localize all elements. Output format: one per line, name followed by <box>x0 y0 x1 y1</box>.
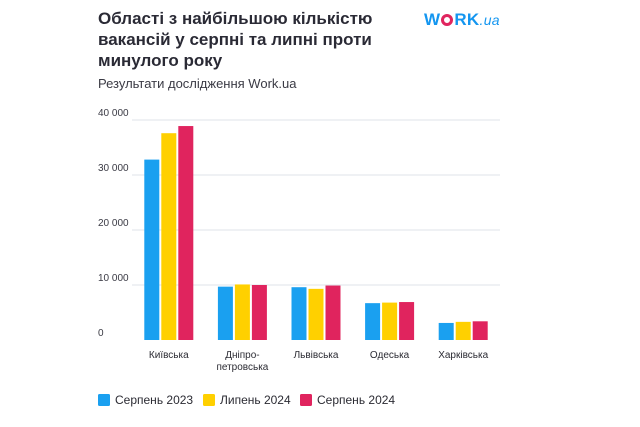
legend-label: Серпень 2024 <box>317 393 395 407</box>
bar <box>455 321 471 340</box>
bar <box>234 284 250 340</box>
legend-swatch <box>98 394 110 406</box>
legend-swatch <box>203 394 215 406</box>
bar <box>382 302 398 340</box>
bar <box>365 303 381 340</box>
logo-letter-w: W <box>424 10 441 29</box>
y-tick-label: 10 000 <box>98 273 129 284</box>
bar <box>325 285 341 340</box>
chart-title: Області з найбільшою кількістю вакансій … <box>98 9 373 70</box>
bar <box>438 322 454 340</box>
x-tick-label: Київська <box>149 350 189 361</box>
y-tick-label: 0 <box>98 328 104 339</box>
bar <box>178 126 194 340</box>
legend-swatch <box>300 394 312 406</box>
bar <box>291 287 307 340</box>
bar <box>472 321 488 340</box>
x-tick-label: Львівська <box>294 350 339 361</box>
logo-o-ring-icon <box>441 14 454 26</box>
y-tick-label: 30 000 <box>98 163 129 174</box>
bar <box>308 288 324 340</box>
bar <box>217 286 233 340</box>
logo-letters-rk: RK <box>454 10 480 29</box>
legend-label: Серпень 2023 <box>115 393 193 407</box>
work-ua-logo: W RK.ua <box>424 10 500 30</box>
bar <box>144 159 160 340</box>
bar <box>161 133 177 340</box>
legend-label: Липень 2024 <box>220 393 291 407</box>
y-tick-label: 20 000 <box>98 218 129 229</box>
x-tick-label: Дніпро- <box>225 350 259 361</box>
chart-subtitle: Результати дослідження Work.ua <box>98 76 297 91</box>
x-tick-label: петровська <box>216 362 268 373</box>
logo-domain: .ua <box>479 12 500 28</box>
y-tick-label: 40 000 <box>98 108 129 119</box>
x-tick-label: Одеська <box>370 350 410 361</box>
bar <box>251 285 267 340</box>
bar <box>399 302 415 340</box>
x-tick-label: Харківська <box>438 350 488 361</box>
